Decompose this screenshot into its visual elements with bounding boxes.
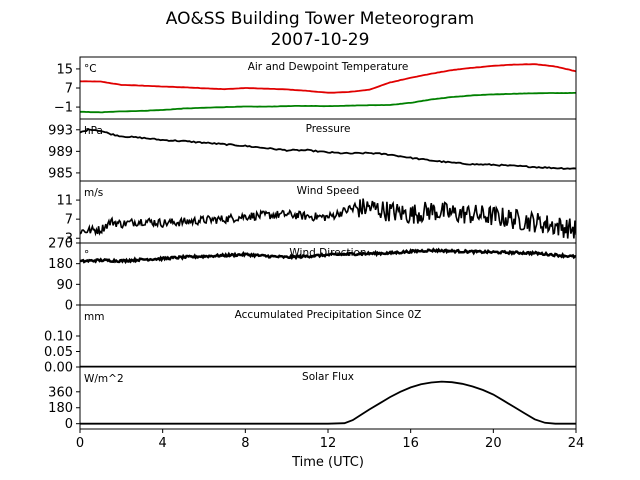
x-axis-label: Time (UTC) xyxy=(291,455,364,470)
wdir-ytick-label: 0 xyxy=(65,299,73,314)
temp-panel-title: Air and Dewpoint Temperature xyxy=(248,61,409,73)
solar-ytick-label: 360 xyxy=(48,385,73,400)
wspd-unit-label: m/s xyxy=(84,187,103,199)
wspd-panel-title: Wind Speed xyxy=(297,185,360,197)
panels: 15 7 −1 Air and Dewpoint Temperature °C 993 98… xyxy=(44,56,585,451)
wdir-series-0 xyxy=(80,247,576,265)
solar-ytick-label: 180 xyxy=(48,401,73,416)
solar-ytick-label: 0 xyxy=(65,417,73,432)
pres-panel-title: Pressure xyxy=(306,123,351,135)
solar-unit-label: W/m^2 xyxy=(84,373,124,385)
precip-ytick-label: 0.00 xyxy=(44,361,73,376)
xtick-label: 16 xyxy=(402,436,419,451)
wspd-ytick-label: 11 xyxy=(56,194,73,209)
figure-title-line2: 2007-10-29 xyxy=(271,30,370,50)
precip-unit-label: mm xyxy=(84,311,104,323)
temp-ytick-label: −1 xyxy=(54,101,73,116)
pres-series-0 xyxy=(80,128,576,170)
temp-series-1 xyxy=(80,91,576,114)
wdir-ytick-label: 180 xyxy=(48,257,73,272)
xtick-label: 8 xyxy=(241,436,249,451)
xtick-label: 24 xyxy=(568,436,585,451)
temp-series-0 xyxy=(80,63,576,94)
pres-ytick-label: 985 xyxy=(48,166,73,181)
temp-unit-label: °C xyxy=(84,63,97,75)
wdir-ytick-label: 90 xyxy=(56,278,73,293)
wspd-ytick-label: 3 xyxy=(65,232,73,247)
pres-ytick-label: 989 xyxy=(48,145,73,160)
wspd-ytick-label: 7 xyxy=(65,213,73,228)
solar-panel-title: Solar Flux xyxy=(302,371,354,383)
figure-title-line1: AO&SS Building Tower Meteorogram xyxy=(166,9,474,29)
xtick-label: 12 xyxy=(320,436,337,451)
precip-ytick-label: 0.10 xyxy=(44,330,73,345)
wdir-panel-title: Wind Direction xyxy=(289,247,366,259)
xtick-label: 4 xyxy=(159,436,167,451)
wspd-series-0 xyxy=(80,198,576,239)
temp-ytick-label: 15 xyxy=(56,62,73,77)
xtick-label: 0 xyxy=(76,436,84,451)
pres-ytick-label: 993 xyxy=(48,123,73,138)
wdir-ytick-label: 270 xyxy=(48,237,73,252)
pres-unit-label: hPa xyxy=(84,125,103,137)
xtick-label: 20 xyxy=(485,436,502,451)
precip-panel-title: Accumulated Precipitation Since 0Z xyxy=(235,309,422,321)
temp-ytick-label: 7 xyxy=(65,82,73,97)
solar-series-0 xyxy=(80,380,576,425)
precip-ytick-label: 0.05 xyxy=(44,345,73,360)
wdir-unit-label: ° xyxy=(84,249,89,261)
